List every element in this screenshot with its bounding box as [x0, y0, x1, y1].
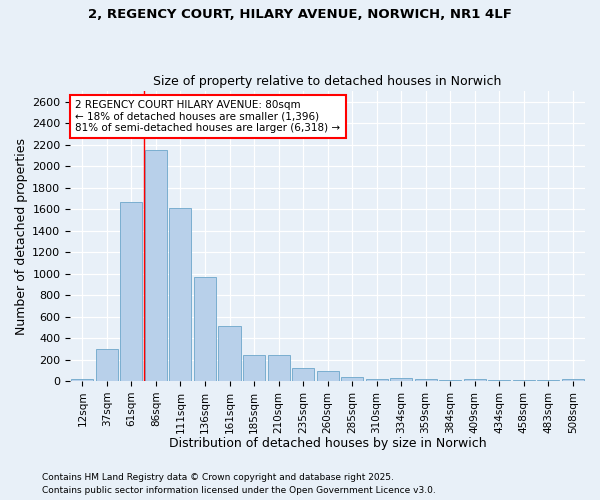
Bar [365, 378, 388, 381]
Bar [243, 354, 265, 381]
X-axis label: Distribution of detached houses by size in Norwich: Distribution of detached houses by size … [169, 437, 487, 450]
Bar [96, 350, 118, 381]
Y-axis label: Number of detached properties: Number of detached properties [15, 138, 28, 334]
Bar [488, 380, 510, 381]
Bar [415, 379, 437, 381]
Bar [464, 379, 486, 381]
Bar [341, 377, 363, 381]
Bar [317, 371, 338, 381]
Bar [145, 150, 167, 381]
Bar [537, 380, 559, 381]
Text: 2, REGENCY COURT, HILARY AVENUE, NORWICH, NR1 4LF: 2, REGENCY COURT, HILARY AVENUE, NORWICH… [88, 8, 512, 20]
Bar [194, 277, 216, 381]
Bar [268, 354, 290, 381]
Bar [121, 202, 142, 381]
Bar [390, 378, 412, 381]
Bar [218, 326, 241, 381]
Text: 2 REGENCY COURT HILARY AVENUE: 80sqm
← 18% of detached houses are smaller (1,396: 2 REGENCY COURT HILARY AVENUE: 80sqm ← 1… [75, 100, 340, 133]
Bar [562, 379, 584, 381]
Bar [292, 368, 314, 381]
Bar [512, 380, 535, 381]
Title: Size of property relative to detached houses in Norwich: Size of property relative to detached ho… [154, 76, 502, 88]
Bar [169, 208, 191, 381]
Text: Contains public sector information licensed under the Open Government Licence v3: Contains public sector information licen… [42, 486, 436, 495]
Text: Contains HM Land Registry data © Crown copyright and database right 2025.: Contains HM Land Registry data © Crown c… [42, 474, 394, 482]
Bar [71, 379, 94, 381]
Bar [439, 380, 461, 381]
